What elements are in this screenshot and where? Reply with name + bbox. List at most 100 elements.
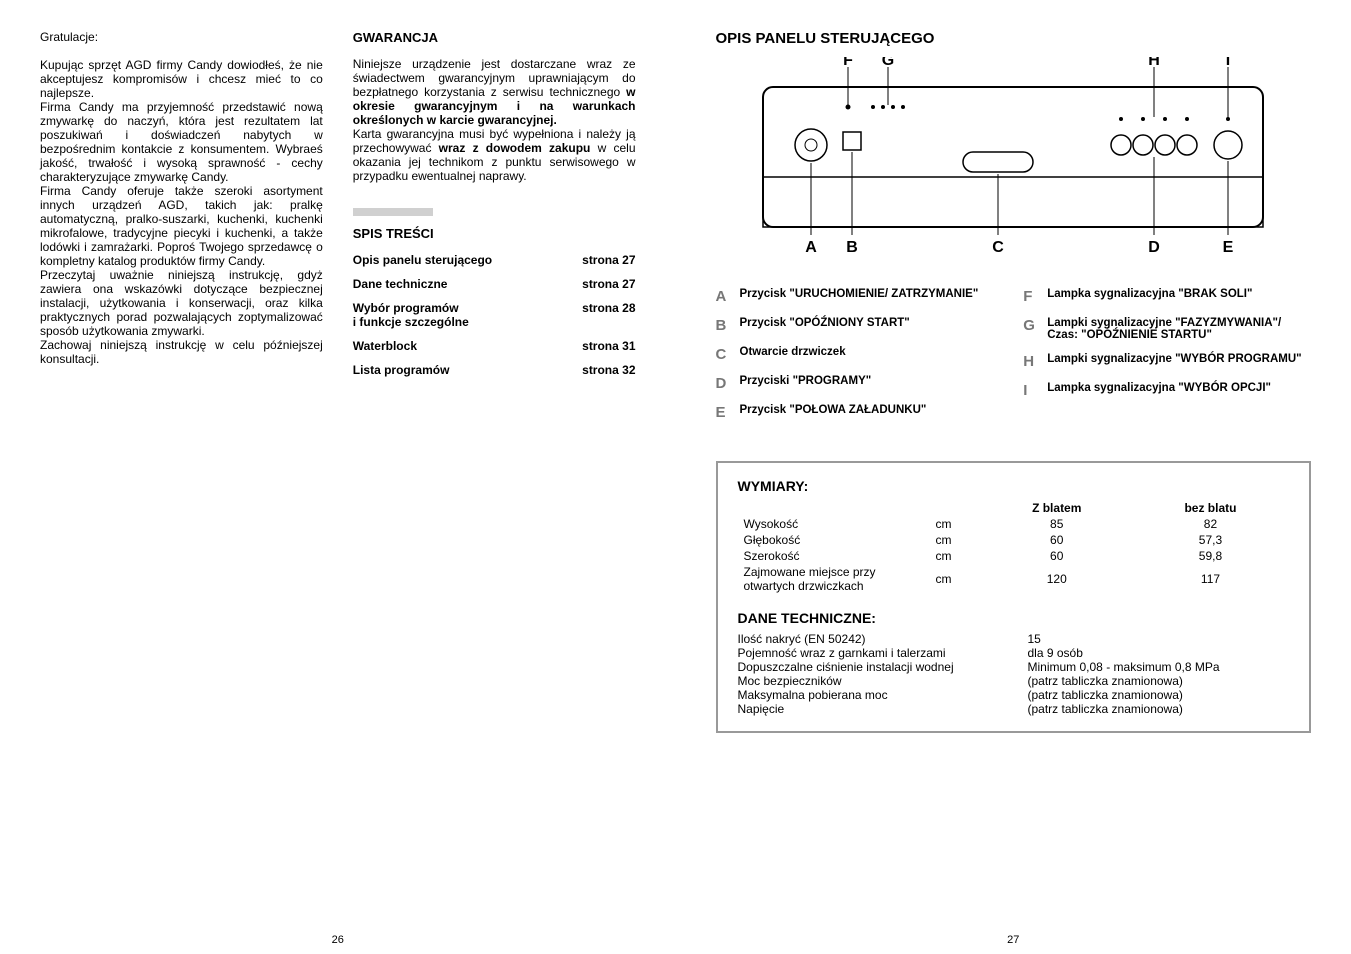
dims-key: Szerokość: [738, 548, 930, 564]
label-text: Lampki sygnalizacyjne "WYBÓR PROGRAMU": [1047, 353, 1301, 370]
intro-p4: Przeczytaj uważnie niniejszą instrukcję,…: [40, 268, 323, 338]
tech-row: Napięcie(patrz tabliczka znamionowa): [738, 702, 1290, 716]
warranty-p2: Karta gwarancyjna musi być wypełniona i …: [353, 127, 636, 183]
toc-page: strona 28: [582, 301, 635, 329]
label-text: Przycisk "POŁOWA ZAŁADUNKU": [740, 404, 927, 421]
svg-text:I: I: [1226, 57, 1230, 69]
svg-text:H: H: [1148, 57, 1160, 69]
label-text: Otwarcie drzwiczek: [740, 346, 846, 363]
label-letter: I: [1023, 382, 1047, 399]
svg-text:D: D: [1148, 239, 1160, 256]
dims-key: Zajmowane miejsce przy otwartych drzwicz…: [738, 564, 930, 594]
dimensions-table: Z blatem bez blatu Wysokośćcm8582Głęboko…: [738, 500, 1290, 594]
toc-page: strona 32: [582, 363, 635, 377]
label-letter: D: [716, 375, 740, 392]
toc-row: Waterblockstrona 31: [353, 339, 636, 353]
label-letter: C: [716, 346, 740, 363]
warranty-p2b: wraz z dowodem zakupu: [439, 141, 591, 155]
dims-key: Wysokość: [738, 516, 930, 532]
toc-page: strona 27: [582, 277, 635, 291]
dims-unit: cm: [930, 564, 982, 594]
labels-right-col: FLampka sygnalizacyjna "BRAK SOLI"GLampk…: [1023, 288, 1311, 433]
diag-letter-F: F: [843, 57, 853, 69]
label-letter: B: [716, 317, 740, 334]
label-row: COtwarcie drzwiczek: [716, 346, 1004, 363]
dims-key: Głębokość: [738, 532, 930, 548]
tech-key: Moc bezpieczników: [738, 674, 1028, 688]
dims-z: 60: [982, 548, 1132, 564]
toc-row: Dane techniczne strona 27: [353, 277, 636, 291]
svg-text:G: G: [882, 57, 894, 69]
dims-unit: cm: [930, 548, 982, 564]
warranty-p1: Niniejsze urządzenie jest dostarczane wr…: [353, 57, 636, 127]
tech-rows: Ilość nakryć (EN 50242)15Pojemność wraz …: [738, 632, 1290, 716]
intro-p3: Firma Candy oferuje także szeroki asorty…: [40, 184, 323, 268]
dims-row: Szerokośćcm6059,8: [738, 548, 1290, 564]
tech-title: DANE TECHNICZNE:: [738, 610, 1290, 626]
warranty-p1a: Niniejsze urządzenie jest dostarczane wr…: [353, 57, 636, 99]
tech-key: Pojemność wraz z garnkami i talerzami: [738, 646, 1028, 660]
label-row: APrzycisk "URUCHOMIENIE/ ZATRZYMANIE": [716, 288, 1004, 305]
label-row: GLampki sygnalizacyjne "FAZYZMYWANIA"/ C…: [1023, 317, 1311, 341]
toc-page: strona 31: [582, 339, 635, 353]
dims-b: 57,3: [1132, 532, 1289, 548]
intro-p5: Zachowaj niniejszą instrukcję w celu póź…: [40, 338, 323, 366]
tech-key: Maksymalna pobierana moc: [738, 688, 1028, 702]
label-letter: G: [1023, 317, 1047, 341]
intro-p2: Firma Candy ma przyjemność przedstawić n…: [40, 100, 323, 184]
tech-val: dla 9 osób: [1028, 646, 1083, 660]
left-col-1: Gratulacje: Kupując sprzęt AGD firmy Can…: [40, 30, 323, 387]
tech-row: Maksymalna pobierana moc(patrz tabliczka…: [738, 688, 1290, 702]
label-text: Przyciski "PROGRAMY": [740, 375, 872, 392]
greeting-heading: Gratulacje:: [40, 30, 323, 44]
left-page: Gratulacje: Kupując sprzęt AGD firmy Can…: [0, 0, 676, 954]
right-page: OPIS PANELU STERUJĄCEGO: [676, 0, 1351, 954]
divider-bar: [353, 208, 433, 216]
svg-text:C: C: [992, 239, 1004, 256]
toc-label: Opis panelu sterującego: [353, 253, 492, 267]
tech-key: Ilość nakryć (EN 50242): [738, 632, 1028, 646]
label-row: FLampka sygnalizacyjna "BRAK SOLI": [1023, 288, 1311, 305]
toc-row: Wybór programów i funkcje szczególnestro…: [353, 301, 636, 329]
svg-text:A: A: [805, 239, 817, 256]
dims-unit: cm: [930, 532, 982, 548]
label-letter: F: [1023, 288, 1047, 305]
dims-head-z: Z blatem: [982, 500, 1132, 516]
control-panel-diagram: F G H I A B C D E: [716, 57, 1312, 270]
tech-row: Pojemność wraz z garnkami i talerzamidla…: [738, 646, 1290, 660]
toc-row: Opis panelu sterującegostrona 27: [353, 253, 636, 267]
svg-text:E: E: [1223, 239, 1234, 256]
tech-row: Moc bezpieczników(patrz tabliczka znamio…: [738, 674, 1290, 688]
tech-row: Ilość nakryć (EN 50242)15: [738, 632, 1290, 646]
label-columns: APrzycisk "URUCHOMIENIE/ ZATRZYMANIE"BPr…: [716, 288, 1312, 433]
label-text: Przycisk "URUCHOMIENIE/ ZATRZYMANIE": [740, 288, 979, 305]
left-col-2: GWARANCJA Niniejsze urządzenie jest dost…: [353, 30, 636, 387]
dims-b: 59,8: [1132, 548, 1289, 564]
label-row: EPrzycisk "POŁOWA ZAŁADUNKU": [716, 404, 1004, 421]
intro-p1: Kupując sprzęt AGD firmy Candy dowiodłeś…: [40, 58, 323, 100]
toc-label: Lista programów: [353, 363, 450, 377]
dims-b: 82: [1132, 516, 1289, 532]
dims-row: Zajmowane miejsce przy otwartych drzwicz…: [738, 564, 1290, 594]
toc-label: Dane techniczne: [353, 277, 448, 291]
page-number-left: 26: [0, 934, 676, 946]
dims-z: 120: [982, 564, 1132, 594]
label-row: BPrzycisk "OPÓŹNIONY START": [716, 317, 1004, 334]
tech-key: Dopuszczalne ciśnienie instalacji wodnej: [738, 660, 1028, 674]
tech-val: Minimum 0,08 - maksimum 0,8 MPa: [1028, 660, 1220, 674]
label-letter: E: [716, 404, 740, 421]
dims-head-bez: bez blatu: [1132, 500, 1289, 516]
tech-val: (patrz tabliczka znamionowa): [1028, 702, 1183, 716]
label-row: DPrzyciski "PROGRAMY": [716, 375, 1004, 392]
warranty-title: GWARANCJA: [353, 30, 636, 45]
toc-row: Lista programów strona 32: [353, 363, 636, 377]
tech-row: Dopuszczalne ciśnienie instalacji wodnej…: [738, 660, 1290, 674]
tech-val: 15: [1028, 632, 1041, 646]
svg-text:B: B: [846, 239, 858, 256]
dims-unit: cm: [930, 516, 982, 532]
label-text: Lampka sygnalizacyjna "BRAK SOLI": [1047, 288, 1252, 305]
tech-val: (patrz tabliczka znamionowa): [1028, 674, 1183, 688]
tech-key: Napięcie: [738, 702, 1028, 716]
panel-title: OPIS PANELU STERUJĄCEGO: [716, 30, 1312, 47]
labels-left-col: APrzycisk "URUCHOMIENIE/ ZATRZYMANIE"BPr…: [716, 288, 1004, 433]
